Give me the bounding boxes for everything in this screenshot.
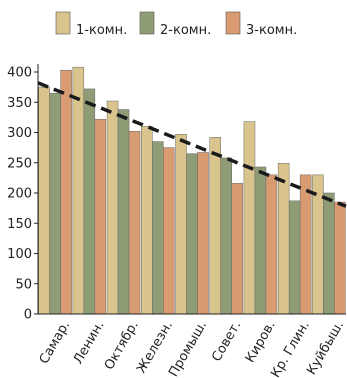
bar-2-7 bbox=[254, 166, 267, 315]
legend-label-3: 3-комн. bbox=[246, 23, 297, 38]
y-tick-label-5: 250 bbox=[7, 156, 32, 171]
y-tick-label-7: 350 bbox=[7, 96, 32, 111]
trend-line bbox=[37, 81, 347, 208]
y-tick-label-4: 200 bbox=[7, 187, 32, 202]
bar-1-5 bbox=[175, 134, 187, 315]
x-tick-label-2: Ленин. bbox=[71, 318, 108, 367]
y-tick-label-8: 400 bbox=[7, 66, 32, 81]
bar-3-1 bbox=[60, 69, 72, 315]
legend-swatch-2 bbox=[139, 11, 155, 35]
x-tick-label-6: Совет. bbox=[209, 318, 244, 364]
legend-label-1: 1-комн. bbox=[76, 23, 127, 38]
bar-1-2 bbox=[72, 66, 85, 315]
bar-3-3 bbox=[128, 131, 141, 315]
bar-1-7 bbox=[243, 121, 256, 315]
bar-2-3 bbox=[117, 109, 130, 315]
bar-1-4 bbox=[141, 126, 153, 315]
x-tick-label-1: Самар. bbox=[37, 318, 74, 366]
bar-2-2 bbox=[83, 88, 96, 315]
legend: 1-комн. 2-комн. 3-комн. bbox=[55, 11, 297, 38]
x-tick-label-7: Киров. bbox=[243, 318, 279, 365]
bar-1-9 bbox=[312, 174, 324, 315]
bar-3-8 bbox=[299, 174, 312, 315]
y-tick-label-0: 0 bbox=[24, 308, 32, 323]
bar-1-8 bbox=[277, 163, 290, 315]
y-tick-label-1: 50 bbox=[15, 277, 32, 292]
bar-3-2 bbox=[94, 118, 107, 315]
bar-3-7 bbox=[265, 174, 278, 315]
bar-2-4 bbox=[152, 141, 164, 315]
y-tick-label-3: 150 bbox=[7, 217, 32, 232]
bar-3-5 bbox=[197, 152, 209, 315]
y-axis: 0 50 100 150 200 250 300 350 400 bbox=[7, 64, 39, 323]
legend-label-2: 2-комн. bbox=[160, 23, 211, 38]
bar-3-6 bbox=[231, 183, 243, 315]
bar-2-6 bbox=[220, 157, 232, 315]
bar-3-9 bbox=[334, 201, 346, 315]
y-tick-label-6: 300 bbox=[7, 126, 32, 141]
y-tick-label-2: 100 bbox=[7, 247, 32, 262]
bar-3-4 bbox=[163, 147, 175, 315]
bar-2-8 bbox=[288, 200, 301, 315]
bar-1-6 bbox=[209, 137, 221, 315]
bar-1-1 bbox=[38, 86, 50, 315]
legend-swatch-1 bbox=[55, 11, 71, 35]
bar-1-3 bbox=[106, 100, 119, 315]
plot-area bbox=[37, 66, 347, 315]
bar-2-5 bbox=[186, 153, 198, 315]
bar-2-9 bbox=[323, 192, 335, 315]
x-axis: Самар.Ленин.Октябр.Железн.Промыш. Совет.К… bbox=[37, 313, 347, 378]
legend-swatch-3 bbox=[225, 11, 241, 35]
bar-2-1 bbox=[49, 92, 61, 315]
